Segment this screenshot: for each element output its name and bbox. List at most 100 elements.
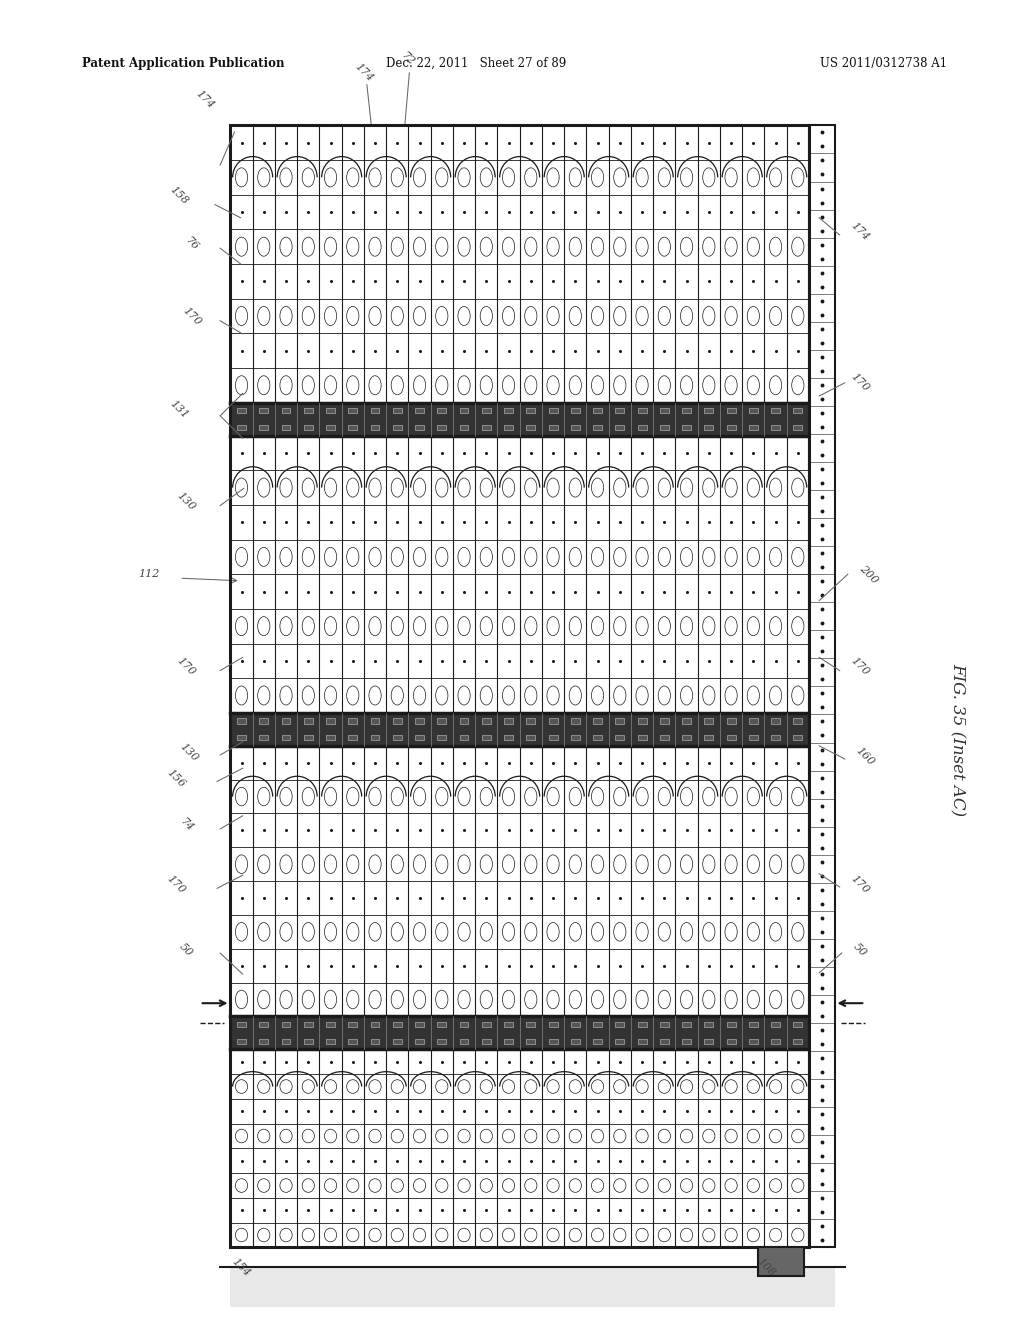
Ellipse shape bbox=[391, 1129, 403, 1143]
Ellipse shape bbox=[347, 1179, 358, 1192]
Ellipse shape bbox=[547, 990, 559, 1008]
Ellipse shape bbox=[592, 787, 604, 805]
Ellipse shape bbox=[524, 990, 537, 1008]
Ellipse shape bbox=[325, 1228, 337, 1242]
Ellipse shape bbox=[458, 376, 470, 395]
Ellipse shape bbox=[435, 1228, 447, 1242]
Ellipse shape bbox=[325, 168, 337, 187]
Bar bbox=[615, 425, 625, 430]
Ellipse shape bbox=[435, 923, 447, 941]
Ellipse shape bbox=[613, 168, 626, 187]
Bar bbox=[705, 425, 714, 430]
Ellipse shape bbox=[569, 855, 582, 874]
Bar bbox=[304, 735, 312, 741]
Bar bbox=[371, 425, 380, 430]
Ellipse shape bbox=[681, 1080, 692, 1093]
Bar bbox=[238, 1039, 246, 1044]
Ellipse shape bbox=[748, 306, 760, 326]
Ellipse shape bbox=[592, 306, 604, 326]
Ellipse shape bbox=[458, 1080, 470, 1093]
Ellipse shape bbox=[702, 923, 715, 941]
Bar bbox=[549, 408, 557, 413]
Ellipse shape bbox=[435, 376, 447, 395]
Bar bbox=[437, 718, 446, 723]
Ellipse shape bbox=[391, 306, 403, 326]
Bar bbox=[304, 1039, 312, 1044]
Ellipse shape bbox=[658, 923, 671, 941]
Ellipse shape bbox=[613, 548, 626, 566]
Ellipse shape bbox=[325, 1179, 337, 1192]
Bar bbox=[771, 425, 780, 430]
Ellipse shape bbox=[524, 376, 537, 395]
Bar bbox=[393, 718, 401, 723]
Ellipse shape bbox=[347, 478, 358, 498]
Bar bbox=[393, 735, 401, 741]
Ellipse shape bbox=[792, 1129, 804, 1143]
Ellipse shape bbox=[302, 1129, 314, 1143]
Ellipse shape bbox=[369, 548, 381, 566]
Ellipse shape bbox=[236, 686, 248, 705]
Bar bbox=[758, 1247, 804, 1276]
Ellipse shape bbox=[748, 1080, 760, 1093]
Text: 112: 112 bbox=[138, 569, 159, 579]
Ellipse shape bbox=[236, 855, 248, 874]
Ellipse shape bbox=[547, 1129, 559, 1143]
Ellipse shape bbox=[302, 1228, 314, 1242]
Ellipse shape bbox=[369, 686, 381, 705]
Bar bbox=[482, 1039, 490, 1044]
Ellipse shape bbox=[414, 168, 426, 187]
Ellipse shape bbox=[280, 1228, 292, 1242]
Ellipse shape bbox=[769, 376, 781, 395]
Ellipse shape bbox=[414, 1129, 426, 1143]
Ellipse shape bbox=[769, 855, 781, 874]
Ellipse shape bbox=[391, 1080, 403, 1093]
Ellipse shape bbox=[658, 1228, 671, 1242]
Ellipse shape bbox=[681, 787, 692, 805]
Bar bbox=[638, 718, 646, 723]
Ellipse shape bbox=[636, 1228, 648, 1242]
Ellipse shape bbox=[391, 923, 403, 941]
Bar bbox=[659, 718, 669, 723]
Ellipse shape bbox=[414, 686, 426, 705]
Ellipse shape bbox=[236, 548, 248, 566]
Ellipse shape bbox=[547, 855, 559, 874]
Ellipse shape bbox=[369, 787, 381, 805]
Bar bbox=[282, 1022, 291, 1027]
Ellipse shape bbox=[325, 855, 337, 874]
Ellipse shape bbox=[613, 376, 626, 395]
Ellipse shape bbox=[414, 1179, 426, 1192]
Text: FIG. 35 (Inset AC): FIG. 35 (Inset AC) bbox=[949, 663, 966, 816]
Ellipse shape bbox=[391, 238, 403, 256]
Ellipse shape bbox=[636, 548, 648, 566]
Ellipse shape bbox=[702, 168, 715, 187]
Ellipse shape bbox=[636, 686, 648, 705]
Ellipse shape bbox=[748, 478, 760, 498]
Ellipse shape bbox=[258, 686, 270, 705]
Ellipse shape bbox=[524, 478, 537, 498]
Ellipse shape bbox=[280, 376, 292, 395]
Ellipse shape bbox=[503, 306, 515, 326]
Ellipse shape bbox=[748, 990, 760, 1008]
Ellipse shape bbox=[592, 548, 604, 566]
Ellipse shape bbox=[480, 306, 493, 326]
Ellipse shape bbox=[524, 548, 537, 566]
Bar bbox=[593, 718, 602, 723]
Ellipse shape bbox=[480, 787, 493, 805]
Ellipse shape bbox=[458, 686, 470, 705]
Ellipse shape bbox=[280, 923, 292, 941]
Ellipse shape bbox=[702, 1228, 715, 1242]
Ellipse shape bbox=[547, 1228, 559, 1242]
Bar bbox=[393, 408, 401, 413]
Bar bbox=[794, 1039, 802, 1044]
Ellipse shape bbox=[414, 616, 426, 636]
Ellipse shape bbox=[236, 787, 248, 805]
Bar bbox=[615, 718, 625, 723]
Ellipse shape bbox=[258, 376, 270, 395]
Bar bbox=[504, 718, 513, 723]
Bar bbox=[593, 408, 602, 413]
Ellipse shape bbox=[792, 306, 804, 326]
Ellipse shape bbox=[435, 1179, 447, 1192]
Ellipse shape bbox=[592, 376, 604, 395]
Ellipse shape bbox=[325, 238, 337, 256]
Bar bbox=[238, 735, 246, 741]
